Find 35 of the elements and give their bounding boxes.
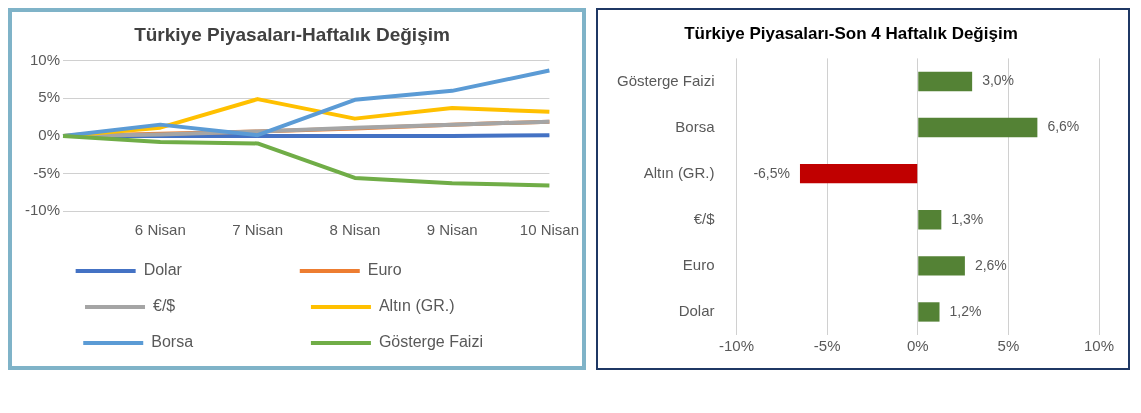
- y-tick-label: 10%: [29, 50, 61, 68]
- x-tick-label: 10 Nisan: [519, 221, 579, 239]
- y-tick-label: Altın (GR.): [643, 163, 715, 181]
- y-tick-label: Gösterge Faizi: [616, 71, 715, 89]
- data-label: 2,6%: [974, 256, 1007, 273]
- legend-label: Gösterge Faizi: [378, 333, 501, 351]
- legend-label: Borsa: [151, 333, 291, 351]
- x-tick-label: 5%: [997, 337, 1020, 355]
- data-label: 6,6%: [1047, 118, 1080, 135]
- legend-label: Euro: [367, 261, 509, 279]
- chart-title: Türkiye Piyasaları-Haftalık Değişim: [134, 23, 450, 45]
- x-tick-label: 8 Nisan: [329, 221, 381, 239]
- y-tick-label: Borsa: [675, 117, 716, 135]
- x-tick-label: 0%: [906, 337, 929, 355]
- x-tick-label: 7 Nisan: [232, 221, 283, 239]
- data-label: -6,5%: [753, 164, 790, 181]
- x-tick-label: 6 Nisan: [134, 221, 186, 239]
- x-tick-label: 10%: [1083, 337, 1115, 355]
- data-label: 1,2%: [949, 302, 982, 319]
- legend-label: Altın (GR.): [378, 297, 499, 315]
- data-label: 3,0%: [982, 72, 1015, 89]
- legend-label: €/$: [153, 297, 291, 315]
- legend-label: Dolar: [143, 261, 280, 279]
- data-label: 1,3%: [951, 210, 984, 227]
- y-tick-label: 0%: [38, 126, 61, 144]
- y-tick-label: €/$: [693, 209, 716, 227]
- y-tick-label: -5%: [33, 163, 61, 181]
- y-tick-label: Dolar: [678, 302, 715, 320]
- chart-title: Türkiye Piyasaları-Son 4 Haftalık Değişim: [684, 23, 1018, 43]
- y-tick-label: -10%: [24, 201, 61, 219]
- y-tick-label: 5%: [38, 88, 61, 106]
- y-tick-label: Euro: [682, 255, 715, 273]
- x-tick-label: -10%: [719, 337, 755, 355]
- x-tick-label: 9 Nisan: [426, 221, 478, 239]
- x-tick-label: -5%: [813, 337, 841, 355]
